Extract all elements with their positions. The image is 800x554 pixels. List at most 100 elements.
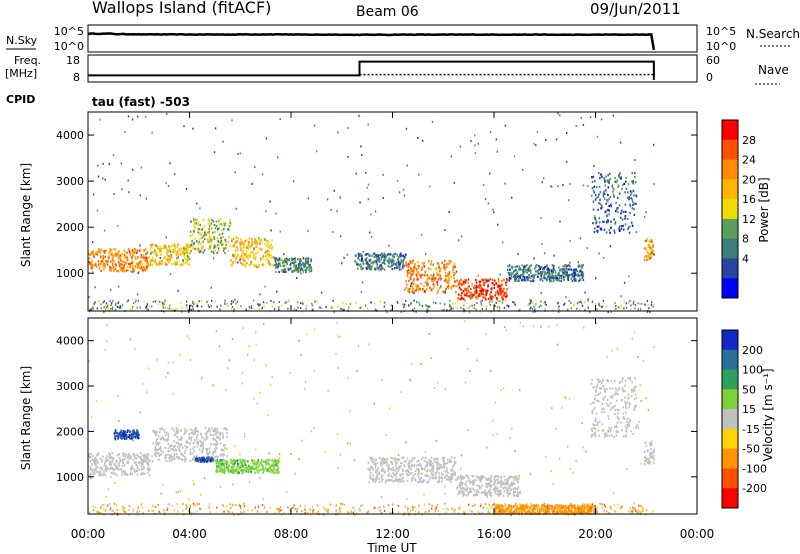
heatmap-cell — [407, 269, 410, 272]
heatmap-cell — [569, 508, 571, 511]
heatmap-cell — [499, 289, 502, 292]
heatmap-cell — [375, 464, 377, 467]
heatmap-cell — [205, 450, 208, 453]
heatmap-cell — [476, 493, 479, 496]
heatmap-cell — [447, 285, 450, 288]
heatmap-cell — [486, 492, 489, 495]
heatmap-cell — [92, 253, 95, 256]
heatmap-cell — [417, 261, 419, 264]
heatmap-cell — [379, 267, 381, 270]
heatmap-cell — [135, 432, 138, 435]
heatmap-cell — [426, 305, 428, 307]
heatmap-cell — [398, 191, 401, 194]
heatmap-cell — [275, 265, 278, 268]
heatmap-cell — [501, 283, 503, 286]
heatmap-cell — [157, 452, 160, 455]
heatmap-cell — [113, 432, 116, 435]
heatmap-cell — [413, 299, 415, 302]
heatmap-cell — [599, 198, 601, 201]
heatmap-cell — [418, 173, 420, 176]
heatmap-cell — [489, 476, 492, 480]
heatmap-cell — [436, 471, 438, 474]
heatmap-cell — [189, 452, 192, 455]
heatmap-cell — [502, 290, 504, 293]
heatmap-cell — [172, 448, 174, 451]
heatmap-cell — [207, 222, 210, 225]
heatmap-cell — [417, 473, 419, 476]
heatmap-cell — [258, 238, 260, 241]
heatmap-cell — [209, 238, 211, 241]
heatmap-cell — [308, 270, 311, 273]
heatmap-cell — [483, 492, 486, 495]
heatmap-cell — [569, 265, 571, 268]
heatmap-cell — [240, 464, 242, 467]
heatmap-cell — [417, 470, 420, 473]
heatmap-cell — [199, 445, 202, 448]
heatmap-cell — [287, 307, 289, 310]
heatmap-cell — [159, 260, 161, 263]
heatmap-cell — [472, 487, 474, 490]
heatmap-cell — [232, 238, 235, 241]
heatmap-cell — [189, 428, 192, 431]
heatmap-cell — [269, 264, 272, 267]
heatmap-cell — [261, 309, 263, 312]
heatmap-cell — [257, 266, 259, 269]
heatmap-cell — [613, 188, 615, 191]
heatmap-cell — [504, 182, 506, 185]
heatmap-cell — [150, 259, 153, 262]
heatmap-cell — [643, 258, 646, 261]
heatmap-cell — [104, 249, 106, 252]
heatmap-cell — [190, 432, 193, 435]
heatmap-cell — [198, 231, 201, 235]
heatmap-cell — [503, 294, 506, 297]
heatmap-cell — [434, 277, 437, 280]
heatmap-cell — [380, 476, 382, 479]
heatmap-cell — [166, 438, 168, 441]
heatmap-cell — [374, 252, 376, 255]
heatmap-cell — [453, 267, 455, 270]
heatmap-cell — [500, 480, 502, 483]
heatmap-cell — [132, 458, 135, 462]
heatmap-cell — [428, 459, 431, 462]
heatmap-cell — [263, 468, 265, 471]
heatmap-cell — [367, 264, 369, 267]
heatmap-cell — [514, 279, 516, 283]
heatmap-cell — [460, 487, 462, 490]
heatmap-cell — [349, 302, 352, 305]
heatmap-cell — [446, 469, 448, 472]
heatmap-cell — [223, 443, 226, 446]
heatmap-cell — [184, 258, 187, 261]
heatmap-cell — [102, 177, 104, 180]
heatmap-cell — [484, 489, 486, 492]
heatmap-cell — [382, 457, 385, 460]
heatmap-cell — [232, 462, 234, 465]
heatmap-cell — [91, 468, 94, 471]
heatmap-cell — [600, 306, 603, 309]
ytick-label: 4000 — [56, 129, 84, 142]
heatmap-cell — [614, 307, 617, 310]
heatmap-cell — [543, 252, 546, 255]
heatmap-cell — [520, 274, 523, 277]
heatmap-cell — [541, 243, 543, 246]
heatmap-cell — [180, 457, 183, 460]
heatmap-cell — [219, 241, 222, 244]
heatmap-cell — [188, 244, 191, 247]
heatmap-cell — [239, 458, 241, 461]
nave-label: Nave — [758, 63, 789, 77]
heatmap-cell — [127, 115, 130, 118]
heatmap-cell — [216, 441, 218, 444]
heatmap-cell — [199, 250, 202, 253]
heatmap-cell — [266, 240, 268, 243]
heatmap-cell — [544, 272, 546, 275]
heatmap-cell — [140, 255, 143, 258]
heatmap-cell — [620, 307, 622, 310]
heatmap-cell — [535, 264, 538, 267]
heatmap-cell — [430, 468, 433, 471]
heatmap-cell — [496, 475, 499, 478]
heatmap-cell — [169, 259, 171, 262]
heatmap-cell — [540, 271, 542, 274]
heatmap-cell — [432, 473, 434, 476]
heatmap-cell — [224, 302, 226, 305]
heatmap-cell — [607, 193, 609, 197]
heatmap-cell — [475, 292, 478, 295]
